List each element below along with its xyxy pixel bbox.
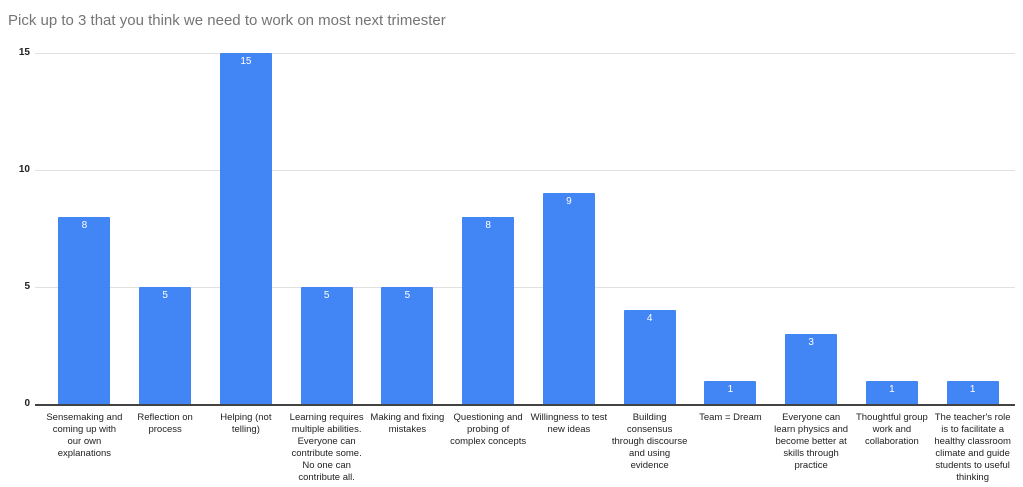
x-axis-category-label: Helping (not telling) — [220, 412, 272, 435]
bar-value-label: 15 — [240, 56, 252, 67]
y-axis-tick-label: 10 — [18, 164, 30, 175]
bar[interactable]: 3 — [785, 333, 838, 404]
bar-value-label: 1 — [889, 383, 895, 395]
y-axis-tick-label: 15 — [18, 47, 30, 58]
x-axis-category-label: The teacher's role is to facilitate a he… — [934, 412, 1011, 483]
bar-column: 5 — [367, 53, 448, 404]
x-axis-category-label: Learning requires multiple abilities. Ev… — [289, 412, 364, 483]
bar-column: 1 — [690, 53, 771, 404]
bar[interactable]: 15 — [219, 53, 272, 404]
bar-column: 1 — [932, 53, 1013, 404]
bar-value-label: 3 — [808, 336, 814, 348]
bar-value-label: 8 — [485, 219, 491, 231]
gridline — [35, 170, 1015, 171]
bar-value-label: 1 — [727, 383, 734, 395]
x-axis-category-label: Reflection on process — [137, 412, 193, 435]
x-axis-category-label: Making and fixing mistakes — [370, 412, 445, 435]
x-axis-category-label: Building consensus through discourse and… — [611, 412, 688, 471]
bar-value-label: 9 — [566, 196, 572, 208]
x-axis-labels: Sensemaking and coming up with our own e… — [44, 412, 1013, 484]
bar-value-label: 1 — [969, 383, 976, 395]
bar-value-label: 5 — [404, 290, 411, 301]
x-axis-category-label: Questioning and probing of complex conce… — [450, 412, 527, 447]
gridline — [35, 53, 1015, 54]
bar-column: 3 — [771, 53, 852, 404]
bar-column: 8 — [44, 53, 125, 404]
bar-column: 5 — [125, 53, 206, 404]
bar[interactable]: 8 — [462, 216, 515, 404]
bar[interactable]: 8 — [58, 216, 111, 404]
gridline — [35, 287, 1015, 288]
x-axis-category-label: Everyone can learn physics and become be… — [774, 412, 849, 471]
bar-column: 8 — [448, 53, 529, 404]
bar[interactable]: 5 — [139, 287, 192, 404]
bar-column: 5 — [286, 53, 367, 404]
y-axis-tick-label: 0 — [24, 398, 30, 409]
bar-column: 1 — [852, 53, 933, 404]
bar-value-label: 8 — [81, 219, 88, 231]
x-axis-category-label: Team = Dream — [699, 412, 762, 423]
x-axis-category-label: Willingness to test new ideas — [530, 412, 608, 435]
bar[interactable]: 5 — [300, 287, 353, 404]
bar[interactable]: 1 — [704, 380, 757, 404]
x-axis-baseline — [35, 404, 1015, 406]
bar[interactable]: 5 — [381, 287, 434, 404]
bar-value-label: 4 — [646, 313, 653, 325]
bar[interactable]: 1 — [946, 380, 999, 404]
y-axis-tick-label: 5 — [24, 281, 30, 292]
bar-column: 4 — [609, 53, 690, 404]
bar-column: 9 — [529, 53, 610, 404]
plot-area: 8 5 15 5 5 8 9 4 1 3 1 1 — [44, 53, 1013, 404]
bar-column: 15 — [206, 53, 287, 404]
bar[interactable]: 9 — [542, 193, 595, 404]
bar[interactable]: 1 — [865, 380, 918, 404]
x-axis-category-label: Thoughtful group work and collaboration — [855, 412, 928, 447]
chart-title: Pick up to 3 that you think we need to w… — [8, 12, 446, 29]
bar-value-label: 5 — [323, 290, 330, 301]
bar[interactable]: 4 — [623, 310, 676, 404]
bar-value-label: 5 — [162, 290, 168, 301]
x-axis-category-label: Sensemaking and coming up with our own e… — [46, 412, 123, 459]
